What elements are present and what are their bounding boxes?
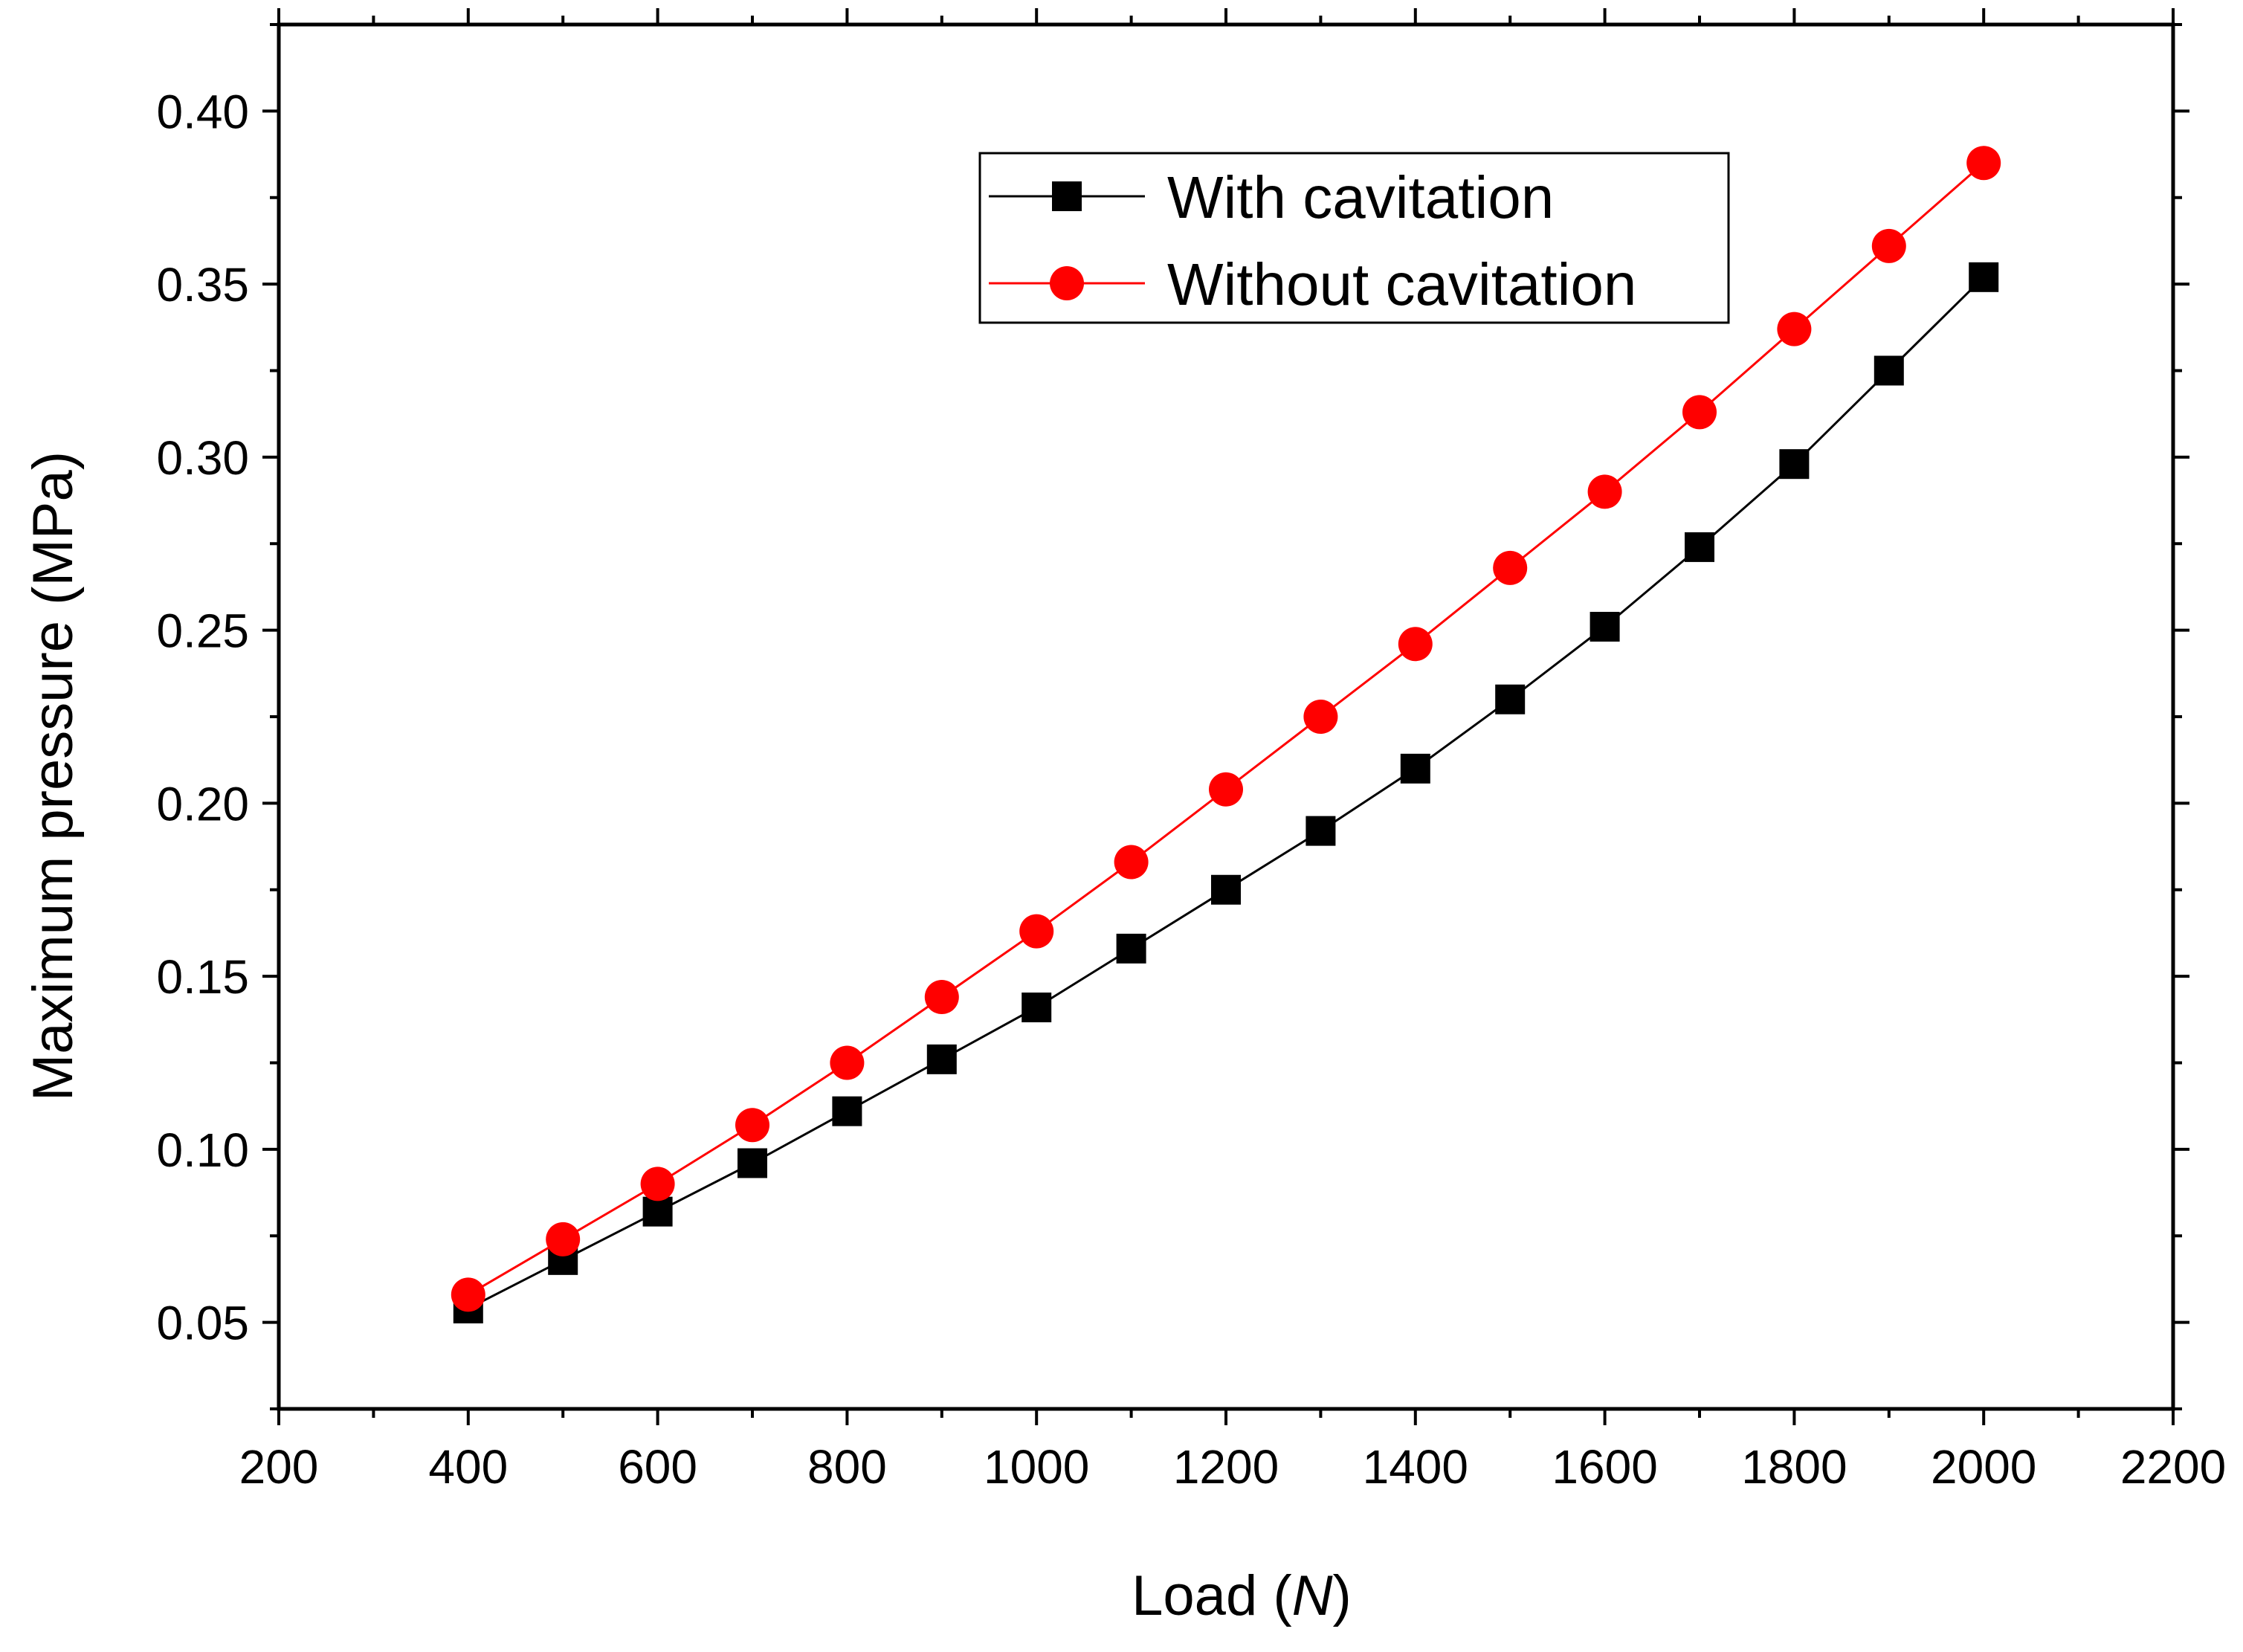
x-tick-label: 1600: [1552, 1440, 1657, 1494]
data-point: [1211, 874, 1241, 905]
y-tick-label: 0.10: [156, 1123, 249, 1177]
legend-marker: [1052, 181, 1082, 211]
series-2: [451, 146, 2001, 1312]
x-tick-label: 2200: [2120, 1440, 2226, 1494]
data-point: [1779, 449, 1810, 480]
data-point: [738, 1148, 767, 1178]
legend-box: [978, 152, 1730, 324]
data-point: [1495, 684, 1526, 714]
data-point: [1493, 550, 1528, 585]
legend-marker: [1050, 266, 1084, 300]
series-layer: [451, 146, 2001, 1324]
legend-label: Without cavitation: [1167, 251, 1636, 317]
data-point: [1871, 228, 1906, 263]
data-point: [1777, 312, 1812, 346]
x-axis-title: Load (N): [1132, 1564, 1352, 1627]
x-tick-label: 1400: [1363, 1440, 1468, 1494]
series-line: [468, 162, 1985, 1296]
data-point: [1114, 845, 1149, 880]
y-tick-label: 0.25: [156, 604, 249, 658]
data-point: [546, 1222, 581, 1256]
y-tick-label: 0.15: [156, 950, 249, 1004]
x-tick-label: 200: [239, 1440, 319, 1494]
x-axis-title-unit: N: [1292, 1564, 1333, 1627]
data-point: [451, 1277, 485, 1312]
data-point: [926, 1044, 957, 1074]
y-axis-ticks: 0.05 0.10 0.15 0.20 0.25 0.30 0.35 0.40: [156, 23, 2189, 1410]
data-point: [1590, 611, 1620, 642]
data-point: [735, 1108, 769, 1143]
data-point: [1019, 914, 1054, 949]
data-point: [1398, 627, 1433, 662]
x-axis-ticks: 200 400 600 800 1000 1200 1400 1600 1800 2000 2200: [239, 8, 2226, 1494]
y-tick-label: 0.30: [156, 431, 249, 485]
legend-label: With cavitation: [1167, 164, 1554, 230]
data-point: [1587, 474, 1622, 509]
y-tick-label: 0.35: [156, 258, 249, 312]
data-point: [1400, 753, 1430, 784]
data-point: [1116, 933, 1146, 964]
x-axis-title-suffix: ): [1333, 1564, 1352, 1627]
data-point: [1209, 772, 1243, 807]
data-point: [1682, 395, 1717, 430]
y-tick-label: 0.40: [156, 85, 249, 138]
x-tick-label: 600: [618, 1440, 697, 1494]
data-point: [1966, 146, 2001, 181]
y-tick-label: 0.20: [156, 777, 249, 830]
x-tick-label: 400: [428, 1440, 508, 1494]
data-point: [642, 1196, 673, 1227]
data-point: [832, 1096, 862, 1126]
data-point: [924, 980, 959, 1015]
data-point: [1969, 262, 1999, 292]
data-point: [1303, 700, 1338, 734]
x-tick-label: 2000: [1931, 1440, 2036, 1494]
legend: With cavitation Without cavitation: [978, 152, 1730, 324]
y-tick-label: 0.05: [156, 1297, 249, 1350]
x-tick-label: 800: [807, 1440, 887, 1494]
x-tick-label: 1200: [1173, 1440, 1279, 1494]
data-point: [1306, 816, 1336, 846]
data-point: [1685, 532, 1714, 562]
x-tick-label: 1000: [984, 1440, 1089, 1494]
data-point: [1022, 993, 1052, 1023]
y-axis-title: Maximum pressure (MPa): [22, 451, 85, 1101]
data-point: [830, 1045, 865, 1080]
data-point: [640, 1167, 675, 1201]
x-axis-title-prefix: Load (: [1132, 1564, 1292, 1627]
x-tick-label: 1800: [1741, 1440, 1847, 1494]
data-point: [1874, 355, 1904, 386]
